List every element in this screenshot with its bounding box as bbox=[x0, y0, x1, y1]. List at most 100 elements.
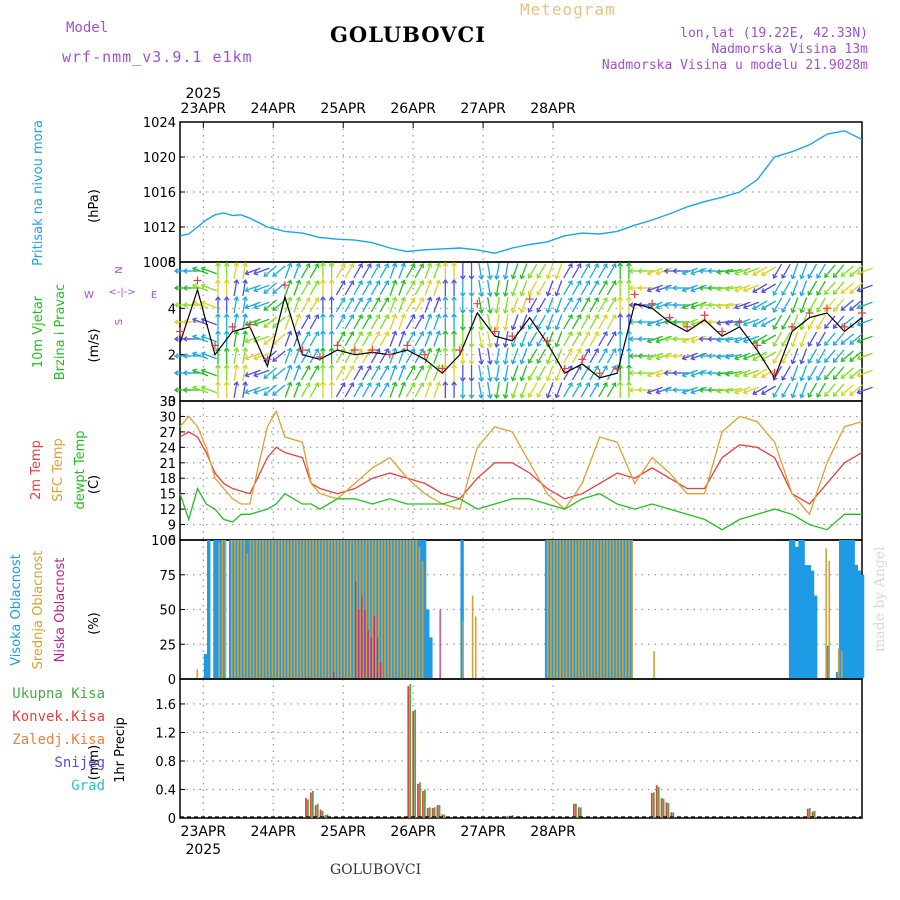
wind-arrow-head bbox=[519, 359, 525, 365]
wind-arrow-head bbox=[554, 342, 560, 348]
wind-arrow-head bbox=[690, 287, 696, 293]
ylabel-sfc: SFC Temp bbox=[51, 438, 66, 502]
wind-arrow bbox=[520, 263, 528, 279]
high-cloud-bar bbox=[394, 540, 399, 678]
wind-arrow-head bbox=[752, 305, 758, 311]
high-cloud-bar bbox=[347, 540, 352, 678]
precip-total-bar bbox=[808, 808, 811, 818]
y-tick-label: 0.8 bbox=[155, 755, 176, 770]
wind-arrow bbox=[752, 266, 768, 276]
wind-arrow-head bbox=[459, 309, 466, 315]
wind-arrow-head bbox=[419, 365, 425, 371]
y-tick-label: 50 bbox=[159, 604, 176, 619]
wind-arrow bbox=[370, 263, 380, 279]
wind-arrow-head bbox=[487, 359, 493, 365]
precip-total-bar bbox=[667, 803, 670, 818]
wind-arrow bbox=[555, 297, 563, 313]
wind-arrow-head bbox=[545, 274, 552, 280]
wind-arrow-head bbox=[494, 393, 500, 399]
high-cloud-bar bbox=[826, 645, 830, 678]
wind-arrow bbox=[800, 263, 808, 279]
wind-arrow-head bbox=[807, 375, 813, 381]
wind-arrow-head bbox=[419, 382, 425, 388]
wind-arrow-head bbox=[824, 392, 829, 397]
mid-cloud-bar bbox=[331, 540, 333, 678]
precip-total-bar bbox=[423, 789, 426, 818]
wind-arrow-head bbox=[191, 283, 197, 289]
wind-arrow-head bbox=[824, 290, 829, 295]
mid-cloud-bar bbox=[399, 540, 402, 678]
precip-convective-bar bbox=[655, 785, 658, 818]
wind-arrow-head bbox=[536, 392, 542, 398]
wind-arrow bbox=[563, 365, 573, 381]
high-cloud-bar bbox=[845, 540, 849, 678]
wind-arrow-head bbox=[435, 296, 442, 302]
wind-arrow bbox=[857, 318, 873, 326]
wind-arrow bbox=[606, 297, 616, 313]
wind-arrow bbox=[293, 297, 301, 313]
wind-arrow-head bbox=[478, 325, 485, 331]
wind-arrow-head bbox=[200, 266, 206, 272]
wind-arrow bbox=[840, 350, 855, 362]
high-cloud-bar bbox=[848, 540, 852, 678]
mid-cloud-bar bbox=[571, 540, 574, 678]
mid-cloud-bar bbox=[368, 540, 371, 678]
wind-arrow-head bbox=[554, 274, 560, 280]
wind-arrow-head bbox=[320, 295, 326, 301]
mid-cloud-bar bbox=[568, 540, 571, 678]
wind-arrow bbox=[495, 280, 500, 296]
wind-arrow-head bbox=[391, 347, 398, 353]
wind-arrow bbox=[486, 348, 492, 364]
wind-arrow-head bbox=[391, 381, 398, 387]
wind-gust-marker bbox=[753, 341, 762, 350]
wind-arrow bbox=[800, 331, 808, 347]
wind-arrow bbox=[478, 297, 483, 313]
model-label: Model bbox=[66, 20, 109, 36]
wind-arrow bbox=[495, 263, 500, 279]
wind-arrow-head bbox=[244, 338, 250, 344]
wind-arrow-head bbox=[357, 382, 363, 388]
mid-cloud-bar bbox=[393, 540, 396, 678]
mid-cloud-bar bbox=[293, 540, 296, 678]
wind-arrow-head bbox=[536, 273, 542, 279]
wind-arrow bbox=[192, 267, 209, 275]
wind-arrow-head bbox=[494, 342, 500, 348]
high-cloud-bar bbox=[350, 540, 355, 678]
wind-arrow-head bbox=[242, 262, 248, 268]
high-cloud-bar bbox=[257, 540, 261, 678]
wind-arrow-head bbox=[253, 304, 259, 310]
wind-arrow bbox=[791, 297, 799, 313]
precip-convective-bar bbox=[436, 805, 439, 818]
wind-arrow bbox=[253, 386, 270, 394]
wind-arrow bbox=[857, 352, 873, 360]
wind-arrow bbox=[253, 318, 270, 326]
wind-arrow bbox=[379, 263, 389, 279]
ylabel-dewpt: dewpt Temp bbox=[73, 430, 88, 509]
wind-arrow-head bbox=[617, 295, 624, 301]
wind-arrow bbox=[589, 280, 599, 296]
wind-arrow-head bbox=[707, 268, 712, 274]
wind-arrow-head bbox=[223, 380, 230, 386]
wind-arrow-head bbox=[617, 261, 624, 267]
wind-arrow-head bbox=[628, 353, 634, 359]
high-cloud-bar bbox=[335, 540, 339, 678]
wind-arrow bbox=[682, 284, 698, 292]
wind-arrow-head bbox=[419, 314, 425, 320]
wind-arrow-head bbox=[286, 279, 293, 285]
wind-arrow bbox=[520, 382, 528, 398]
wind-arrow bbox=[433, 314, 440, 330]
wind-arrow-head bbox=[707, 370, 712, 376]
wind-arrow-head bbox=[478, 308, 485, 314]
wind-arrow-head bbox=[576, 365, 582, 371]
wind-arrow-head bbox=[459, 326, 466, 332]
mid-cloud-bar bbox=[327, 540, 330, 678]
wind-arrow-head bbox=[824, 341, 829, 346]
wind-arrow bbox=[520, 348, 528, 364]
wind-arrow bbox=[405, 263, 415, 279]
wind-arrow bbox=[300, 382, 310, 398]
y-tick-label: 6 bbox=[168, 256, 176, 271]
mid-cloud-bar bbox=[546, 540, 549, 678]
wind-gust-marker bbox=[683, 322, 692, 331]
wind-arrow-head bbox=[545, 325, 552, 331]
wind-arrow bbox=[263, 316, 277, 328]
